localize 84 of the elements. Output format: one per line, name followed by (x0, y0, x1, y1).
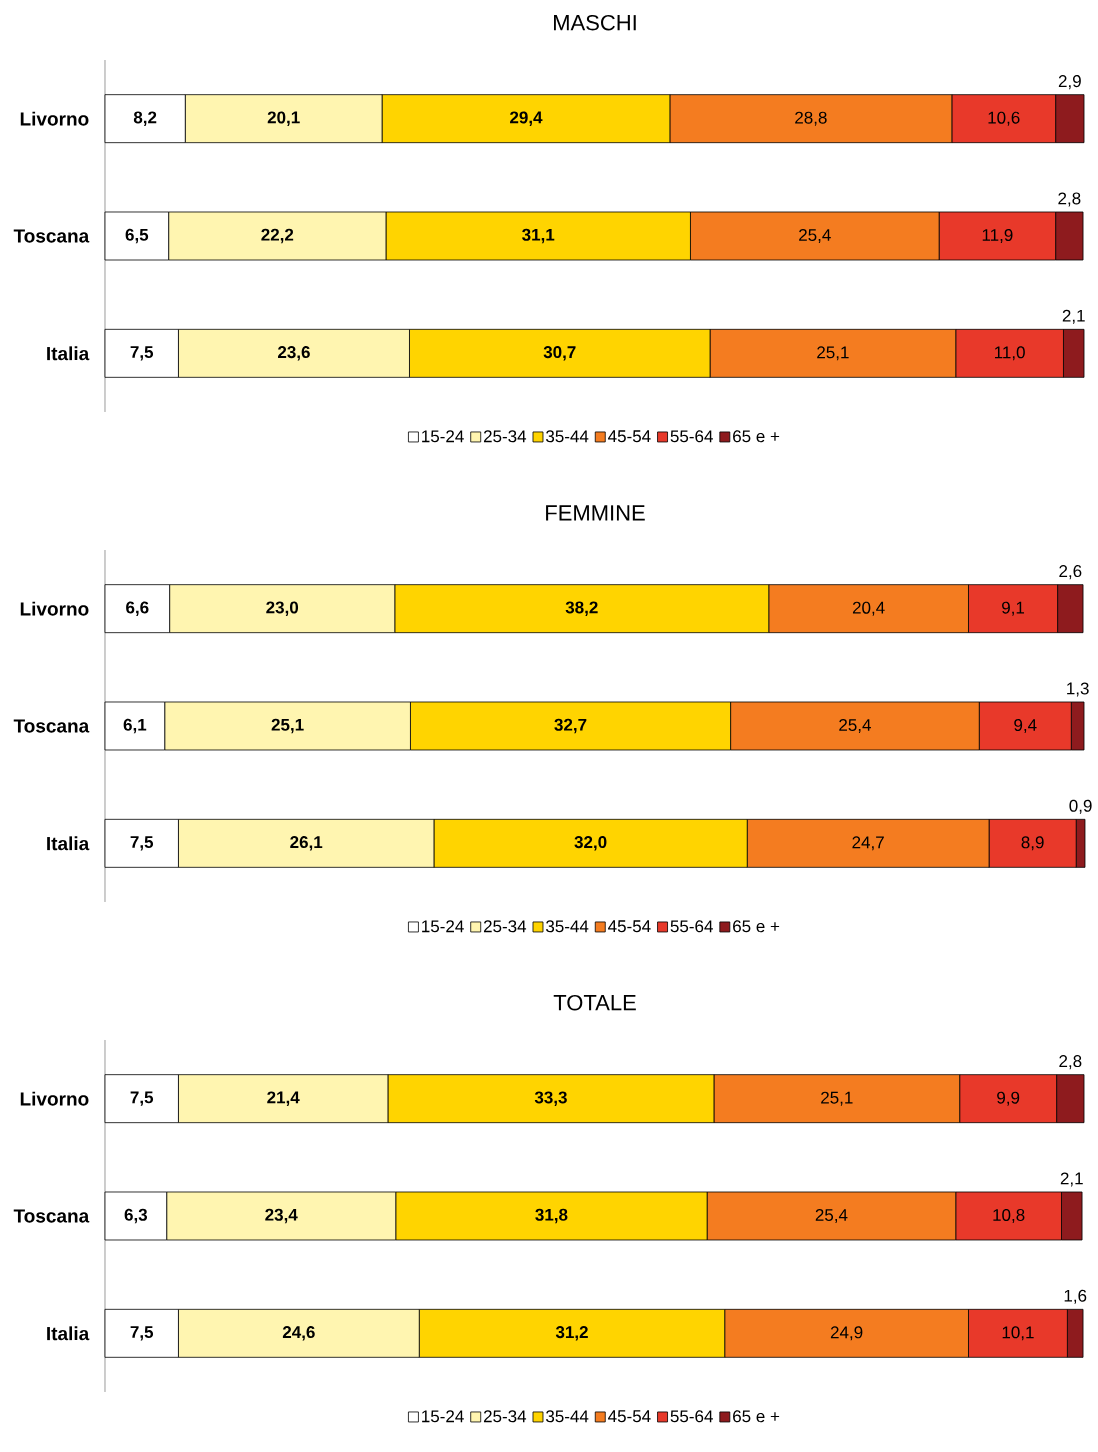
data-label: 7,5 (130, 836, 154, 851)
legend-label: 55-64 (670, 920, 713, 933)
data-label: 29,4 (510, 111, 543, 126)
data-label: 23,4 (265, 1208, 298, 1224)
data-label: 8,9 (1021, 836, 1044, 851)
data-label: 23,6 (278, 346, 310, 361)
data-label: 6,6 (126, 601, 149, 616)
data-label: 10,1 (1002, 1326, 1034, 1341)
legend-label: 25-34 (483, 920, 527, 933)
data-label: 24,7 (852, 836, 884, 851)
data-label: 32,7 (554, 718, 587, 734)
data-label: 7,5 (130, 1091, 154, 1106)
data-label: 31,2 (555, 1326, 588, 1341)
legend-label: 25-34 (483, 430, 527, 443)
data-label: 25,4 (815, 1208, 848, 1224)
data-label: 23,0 (266, 601, 299, 616)
data-label: 21,4 (267, 1091, 300, 1106)
legend-label: 35-44 (546, 920, 589, 933)
data-label: 24,6 (282, 1326, 315, 1341)
data-label: 6,1 (123, 718, 147, 734)
data-label: 1,3 (1067, 682, 1089, 697)
data-label: 8,2 (133, 111, 157, 126)
legend-label: 35-44 (546, 1410, 589, 1423)
legend-label: 45-54 (608, 430, 651, 443)
legend-label: 15-24 (422, 920, 464, 933)
chart-title: MASCHI (554, 14, 636, 31)
data-label: 2,8 (1059, 1055, 1082, 1070)
data-label: 9,9 (997, 1091, 1020, 1106)
data-label: 38,2 (565, 601, 598, 616)
chart-title: TOTALE (553, 994, 636, 1011)
data-label: 25,4 (839, 718, 871, 734)
data-label: 20,1 (267, 111, 300, 126)
y-tick-label: Toscana (13, 719, 90, 733)
y-tick-label: Italia (47, 1326, 90, 1341)
data-label: 25,1 (821, 1091, 853, 1106)
chart-title: FEMMINE (546, 505, 645, 521)
data-label: 10,8 (993, 1208, 1025, 1224)
data-label: 6,5 (125, 228, 149, 244)
data-label: 10,6 (988, 111, 1020, 126)
data-label: 32,0 (574, 836, 607, 851)
legend-label: 65 e + (733, 1410, 780, 1423)
y-tick-label: Livorno (20, 111, 89, 126)
legend-label: 45-54 (608, 920, 651, 933)
y-tick-label: Livorno (20, 1091, 89, 1106)
data-label: 2,8 (1058, 192, 1081, 207)
data-label: 7,5 (130, 1326, 154, 1341)
y-tick-label: Livorno (20, 601, 89, 616)
y-tick-label: Toscana (13, 1209, 90, 1223)
legend-label: 25-34 (483, 1410, 527, 1423)
data-label: 7,5 (130, 346, 154, 361)
data-label: 9,1 (1002, 601, 1025, 616)
data-label: 25,1 (817, 346, 849, 361)
data-label: 20,4 (852, 601, 885, 616)
data-label: 1,6 (1064, 1289, 1087, 1304)
data-label: 22,2 (261, 228, 294, 244)
data-label: 31,1 (522, 228, 555, 244)
data-label: 25,1 (271, 718, 304, 734)
y-tick-label: Italia (47, 346, 90, 361)
data-label: 11,0 (995, 346, 1025, 361)
y-tick-label: Toscana (13, 229, 90, 243)
data-label: 25,4 (799, 228, 831, 244)
data-label: 2,1 (1060, 1172, 1083, 1187)
legend-label: 15-24 (422, 430, 464, 443)
data-label: 24,9 (830, 1326, 863, 1341)
data-label: 26,1 (290, 836, 323, 851)
data-label: 11,9 (982, 228, 1013, 244)
data-label: 9,4 (1014, 718, 1037, 734)
legend-label: 35-44 (546, 430, 589, 443)
legend-label: 65 e + (733, 430, 780, 443)
legend-label: 55-64 (670, 430, 713, 443)
legend-label: 15-24 (422, 1410, 464, 1423)
legend-label: 45-54 (608, 1410, 651, 1423)
data-label: 2,9 (1058, 75, 1081, 90)
y-tick-label: Italia (47, 836, 90, 851)
legend-label: 55-64 (670, 1410, 713, 1423)
data-label: 31,8 (535, 1208, 568, 1224)
data-label: 2,6 (1059, 565, 1082, 580)
data-label: 6,3 (124, 1208, 148, 1224)
data-label: 2,1 (1062, 309, 1085, 324)
data-label: 30,7 (543, 346, 576, 361)
data-label: 33,3 (534, 1091, 567, 1106)
legend-label: 65 e + (733, 920, 780, 933)
data-label: 0,9 (1069, 799, 1092, 814)
data-label: 28,8 (795, 111, 827, 126)
